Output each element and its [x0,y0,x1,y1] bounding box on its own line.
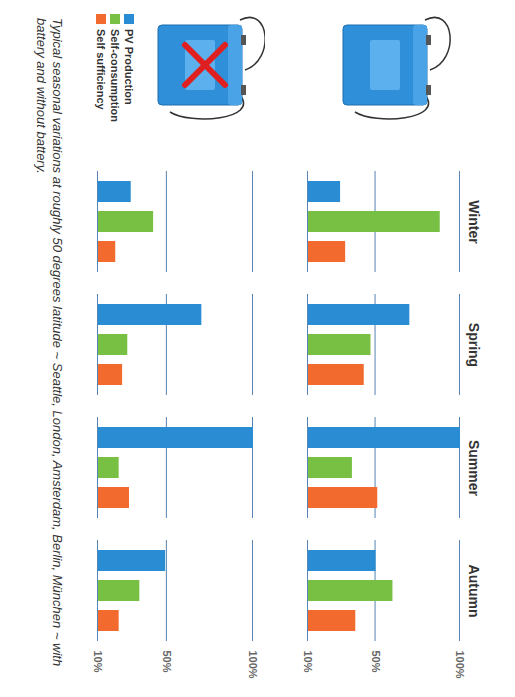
html-text:Self-consumption: Self-consumption [109,29,121,122]
svg-text:10%: 10% [302,651,314,673]
svg-text:100%: 100% [247,651,259,679]
svg-text:100%: 100% [454,651,466,679]
svg-text:Summer: Summer [466,440,482,497]
svg-text:Spring: Spring [466,323,482,367]
html-text:Typical seasonal variations at: Typical seasonal variations at roughly 5… [34,18,65,667]
svg-text:50%: 50% [370,651,382,673]
svg-text:Winter: Winter [466,200,482,244]
html-text:Self sufficiency: Self sufficiency [95,29,107,110]
html-text:PV Production: PV Production [123,29,135,105]
svg-text:50%: 50% [161,651,173,673]
svg-text:Autumn: Autumn [466,565,482,618]
svg-text:10%: 10% [92,651,104,673]
